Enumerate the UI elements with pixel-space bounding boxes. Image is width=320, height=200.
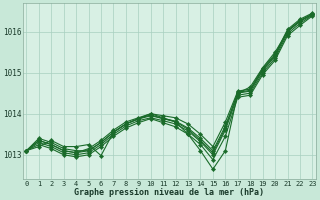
X-axis label: Graphe pression niveau de la mer (hPa): Graphe pression niveau de la mer (hPa) xyxy=(74,188,264,197)
